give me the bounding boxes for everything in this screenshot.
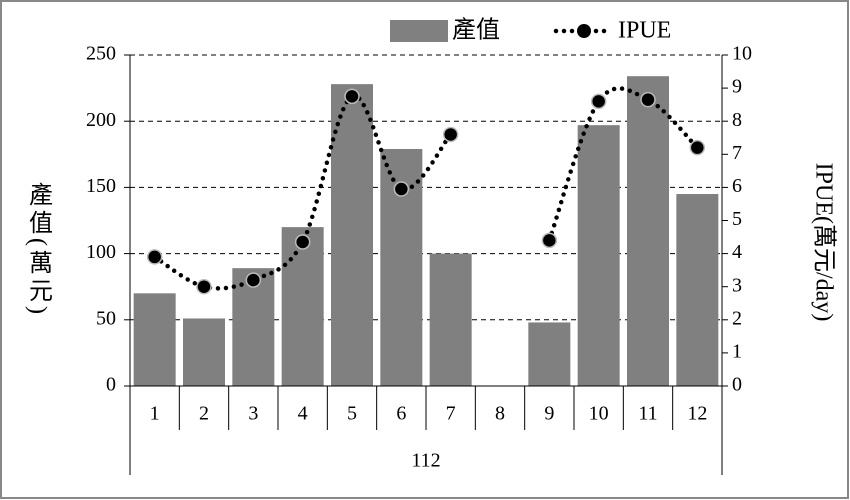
x-tick-label: 1 [150, 403, 160, 425]
y2-tick-label: 5 [732, 208, 742, 230]
line-marker [294, 234, 311, 250]
bar [676, 194, 719, 386]
line-marker [442, 126, 459, 143]
y-tick-label: 150 [86, 175, 116, 197]
x-tick-label: 4 [298, 403, 308, 425]
y-tick-label: 100 [86, 241, 116, 263]
x-group-label: 112 [411, 450, 440, 472]
line-marker [196, 278, 212, 295]
y-axis-label: 產值(萬元) [24, 182, 52, 318]
line-marker [590, 93, 607, 110]
bar [577, 125, 620, 386]
line-marker [245, 272, 262, 288]
x-tick-label: 5 [347, 403, 357, 425]
y-tick-label: 200 [86, 109, 116, 131]
line-marker [393, 181, 410, 197]
bar [331, 84, 373, 387]
x-tick-label: 8 [495, 403, 505, 425]
y2-axis-label: IPUE(萬元/day) [810, 163, 837, 322]
bar [133, 293, 176, 386]
y2-tick-label: 3 [732, 274, 742, 296]
bar [627, 76, 669, 387]
y2-tick-label: 1 [732, 340, 742, 362]
y-tick-label: 250 [86, 43, 116, 65]
x-tick-label: 12 [687, 403, 707, 425]
x-tick-label: 9 [544, 403, 554, 425]
y2-tick-label: 9 [732, 76, 742, 98]
legend-swatch [390, 20, 448, 42]
line-marker [541, 232, 558, 249]
legend-label: 產值 [452, 17, 500, 44]
y2-tick-label: 7 [732, 142, 742, 164]
line-marker [640, 91, 656, 108]
line [547, 86, 700, 243]
line-marker [689, 139, 706, 156]
x-tick-label: 2 [199, 403, 209, 425]
bar [429, 253, 472, 386]
x-tick-label: 3 [248, 403, 258, 425]
y2-tick-label: 2 [732, 307, 742, 329]
bar [281, 227, 324, 386]
y2-tick-label: 8 [732, 109, 742, 131]
legend-label: IPUE [618, 18, 671, 44]
x-tick-label: 7 [446, 403, 456, 425]
y-tick-label: 50 [96, 307, 116, 329]
y-tick-label: 0 [106, 374, 116, 396]
legend-marker [577, 24, 591, 38]
bar [183, 318, 225, 386]
y2-tick-label: 0 [732, 374, 742, 396]
y2-tick-label: 6 [732, 175, 742, 197]
x-tick-label: 6 [396, 403, 406, 425]
y2-tick-label: 4 [732, 241, 742, 263]
line-marker [146, 249, 163, 265]
x-tick-label: 10 [589, 403, 609, 425]
y2-tick-label: 10 [732, 43, 752, 65]
x-tick-label: 11 [638, 403, 657, 425]
bar [528, 322, 571, 386]
line-marker [344, 88, 360, 105]
